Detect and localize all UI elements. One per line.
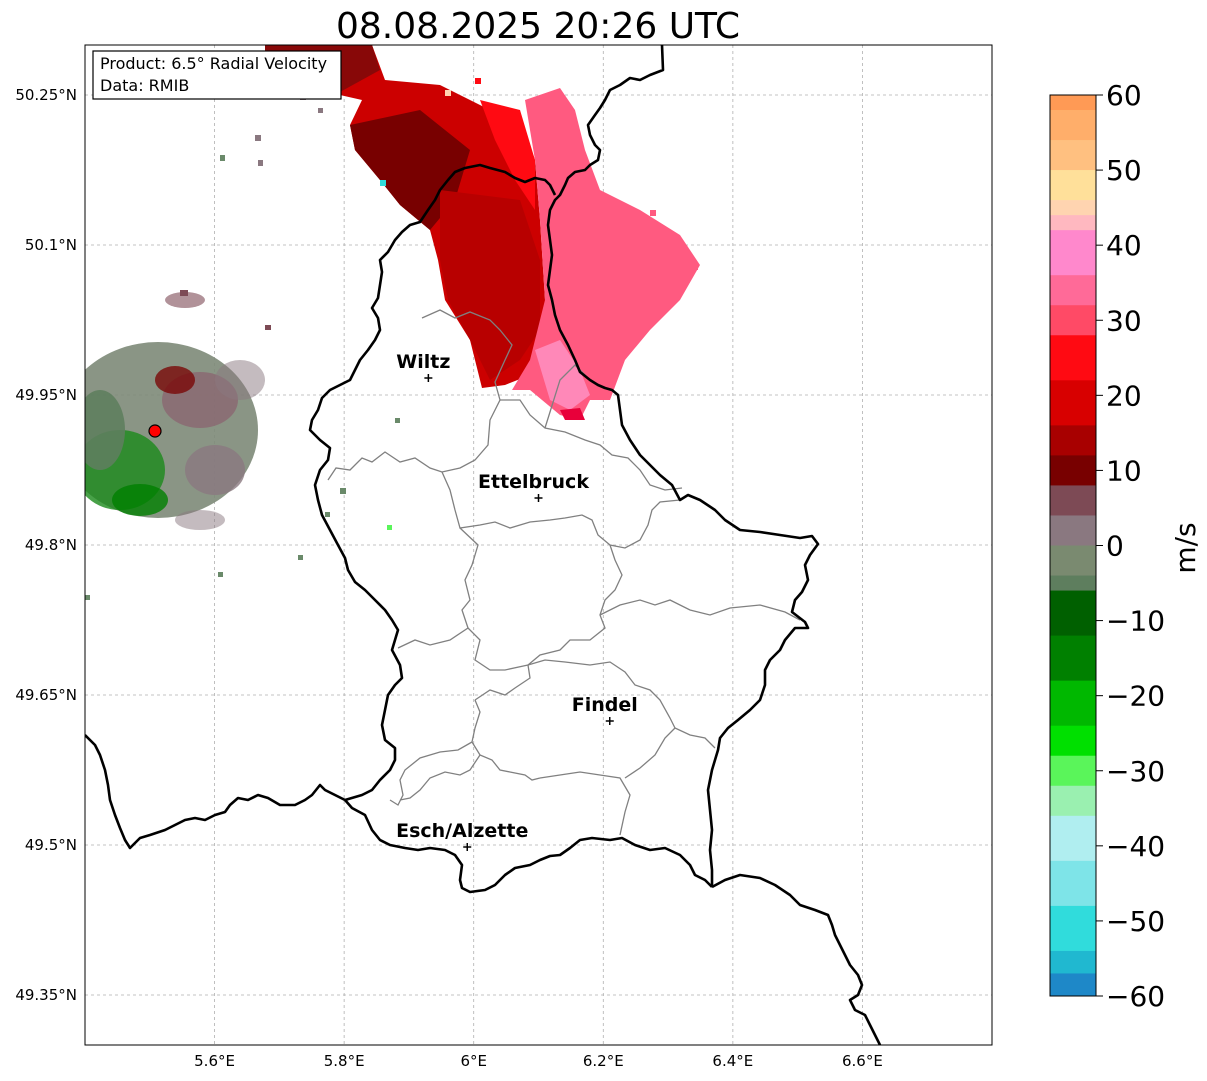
colorbar-swatch [1050, 860, 1096, 907]
city-marker[interactable]: Ettelbruck [478, 471, 589, 502]
info-product: Product: 6.5° Radial Velocity [100, 54, 327, 73]
city-label: Wiltz [396, 351, 450, 373]
info-box: Product: 6.5° Radial Velocity Data: RMIB [92, 50, 342, 100]
colorbar-swatch [1050, 973, 1096, 997]
city-label: Esch/Alzette [396, 820, 528, 842]
colorbar[interactable]: 60 50 40 30 20 10 0 −10 −20 −30 −40 −50 −60 m/s [1049, 79, 1202, 1013]
x-axis-ticks: 5.6°E 5.8°E 6°E 6.2°E 6.4°E 6.6°E [194, 1052, 883, 1070]
info-box-frame [92, 50, 342, 100]
colorbar-tick-label: −30 [1106, 755, 1165, 788]
colorbar-swatch [1050, 950, 1096, 974]
colorbar-swatch [1050, 545, 1096, 577]
y-tick-label: 49.95°N [15, 386, 77, 404]
colorbar-swatch [1050, 785, 1096, 817]
colorbar-swatch [1050, 455, 1096, 486]
colorbar-swatch [1050, 215, 1096, 231]
colorbar-swatch [1050, 305, 1096, 336]
colorbar-swatch [1050, 905, 1096, 952]
colorbar-swatch [1050, 755, 1096, 787]
x-tick-label: 6.4°E [712, 1052, 753, 1070]
colorbar-tick-label: 60 [1106, 79, 1142, 112]
city-label: Ettelbruck [478, 471, 589, 493]
colorbar-tick-label: 10 [1106, 454, 1142, 487]
x-tick-label: 6.6°E [842, 1052, 883, 1070]
canton-boundaries [327, 309, 801, 836]
colorbar-swatch [1050, 515, 1096, 546]
y-tick-label: 50.25°N [15, 86, 77, 104]
colorbar-swatch [1050, 335, 1096, 381]
x-tick-label: 5.8°E [324, 1052, 365, 1070]
y-axis-ticks: 50.25°N 50.1°N 49.95°N 49.8°N 49.65°N 49.5°N 4… [15, 86, 77, 1004]
colorbar-label: m/s [1169, 522, 1202, 573]
colorbar-tick-label: −10 [1106, 605, 1165, 638]
x-tick-label: 5.6°E [194, 1052, 235, 1070]
y-tick-label: 50.1°N [25, 236, 77, 254]
colorbar-tick-label: −20 [1106, 680, 1165, 713]
colorbar-swatch [1050, 140, 1096, 171]
colorbar-swatch [1050, 95, 1096, 111]
colorbar-tick-label: 0 [1106, 530, 1124, 563]
colorbar-tick-label: −60 [1106, 980, 1165, 1013]
colorbar-swatch [1050, 200, 1096, 216]
colorbar-swatch [1050, 380, 1096, 426]
colorbar-swatch [1050, 485, 1096, 516]
country-borders [85, 45, 882, 1045]
map-frame [84, 44, 993, 1046]
colorbar-ticks: 60 50 40 30 20 10 0 −10 −20 −30 −40 −50 −60 [1096, 79, 1165, 1013]
city-markers: Wiltz Ettelbruck Findel Esch/Alzette [396, 351, 638, 851]
colorbar-tick-label: 30 [1106, 304, 1142, 337]
x-tick-label: 6°E [460, 1052, 487, 1070]
colorbar-swatch [1050, 575, 1096, 592]
colorbar-swatches [1050, 95, 1096, 997]
y-tick-label: 49.5°N [25, 836, 77, 854]
borders-layer [85, 45, 882, 1045]
colorbar-swatch [1050, 680, 1096, 727]
y-tick-label: 49.35°N [15, 986, 77, 1004]
radar-site-marker[interactable] [148, 424, 162, 438]
colorbar-tick-label: 20 [1106, 379, 1142, 412]
city-marker[interactable]: Esch/Alzette [396, 820, 528, 851]
colorbar-tick-label: −40 [1106, 830, 1165, 863]
x-tick-label: 6.2°E [583, 1052, 624, 1070]
colorbar-swatch [1050, 275, 1096, 306]
colorbar-tick-label: 50 [1106, 154, 1142, 187]
colorbar-swatch [1050, 110, 1096, 141]
city-marker[interactable]: Findel [572, 694, 638, 725]
info-source: Data: RMIB [100, 76, 189, 95]
y-tick-label: 49.65°N [15, 686, 77, 704]
colorbar-swatch [1050, 815, 1096, 862]
colorbar-swatch [1050, 590, 1096, 637]
colorbar-tick-label: −50 [1106, 905, 1165, 938]
city-label: Findel [572, 694, 638, 716]
radar-clutter-ring [85, 292, 265, 530]
y-tick-label: 49.8°N [25, 536, 77, 554]
map-panel[interactable]: Wiltz Ettelbruck Findel Esch/Alzette Produc… [58, 44, 993, 1046]
map-title: 08.08.2025 20:26 UTC [336, 6, 740, 47]
colorbar-swatch [1050, 230, 1096, 276]
colorbar-swatch [1050, 425, 1096, 456]
city-marker[interactable]: Wiltz [396, 351, 450, 382]
colorbar-tick-label: 40 [1106, 229, 1142, 262]
colorbar-swatch [1050, 635, 1096, 682]
colorbar-swatch [1050, 725, 1096, 757]
colorbar-swatch [1050, 170, 1096, 201]
